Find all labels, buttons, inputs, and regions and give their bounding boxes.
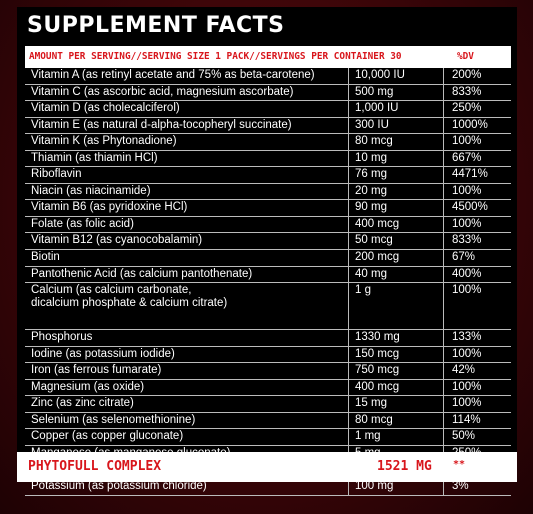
nutrient-dv: 100% — [452, 284, 482, 297]
nutrient-amount: 80 mcg — [349, 134, 444, 150]
nutrient-dv: 400% — [452, 267, 482, 280]
nutrient-name: Vitamin D (as cholecalciferol) — [25, 101, 349, 117]
nutrient-dv: 133% — [452, 331, 482, 344]
nutrient-row: Thiamin (as thiamin HCl) 10 mg 667% — [25, 150, 511, 168]
nutrient-row: Vitamin K (as Phytonadione) 80 mcg 100% — [25, 134, 511, 151]
serving-info: AMOUNT PER SERVING//SERVING SIZE 1 PACK/… — [29, 51, 402, 62]
nutrient-row: Copper (as copper gluconate) 1 mg 50% — [25, 429, 511, 446]
nutrient-amount: 10,000 IU — [349, 68, 444, 84]
nutrient-row: Vitamin B12 (as cyanocobalamin) 50 mcg 833… — [25, 233, 511, 251]
nutrient-name: Iron (as ferrous fumarate) — [25, 363, 349, 379]
blend-footnote-mark: ** — [453, 459, 466, 470]
nutrient-name: Riboflavin — [25, 167, 349, 183]
nutrient-dv: 67% — [452, 251, 476, 264]
nutrient-amount: 10 mg — [349, 150, 444, 167]
nutrient-row: Phosphorus 1330 mg 133% — [25, 330, 511, 347]
blend-amount: 1521 MG — [377, 459, 432, 474]
nutrient-amount: 15 mg — [349, 396, 444, 412]
nutrient-dv: 200% — [452, 69, 482, 81]
nutrient-amount: 150 mcg — [349, 346, 444, 363]
nutrient-dv: 50% — [452, 430, 476, 443]
nutrient-amount: 40 mg — [349, 266, 444, 283]
nutrient-amount: 20 mg — [349, 183, 444, 200]
nutrient-amount: 1,000 IU — [349, 101, 444, 117]
nutrient-name: Niacin (as niacinamide) — [25, 183, 349, 200]
nutrient-dv: 42% — [452, 364, 476, 377]
nutrient-table: Vitamin A (as retinyl acetate and 75% as… — [25, 68, 511, 496]
nutrient-dv: 100% — [452, 135, 482, 148]
nutrient-name: Vitamin B6 (as pyridoxine HCl) — [25, 200, 349, 216]
nutrient-row: Niacin (as niacinamide) 20 mg 100% — [25, 183, 511, 201]
nutrient-row: Iron (as ferrous fumarate) 750 mcg 42% — [25, 363, 511, 380]
nutrient-dv: 833% — [452, 85, 482, 98]
nutrient-row: Iodine (as potassium iodide) 150 mcg 100% — [25, 346, 511, 364]
nutrient-name: Phosphorus — [25, 330, 349, 346]
nutrient-amount: 1 mg — [349, 429, 444, 445]
nutrient-row: Selenium (as selenomethionine) 80 mcg 114% — [25, 412, 511, 430]
nutrient-amount: 400 mcg — [349, 379, 444, 396]
nutrient-amount: 100 mg — [349, 479, 444, 495]
nutrient-row: Potassium (as potassium chloride) 100 mg 3… — [25, 479, 511, 496]
nutrient-dv: 100% — [452, 380, 482, 393]
nutrient-dv: 100% — [452, 217, 482, 230]
nutrient-dv: 4471% — [452, 168, 488, 181]
nutrient-amount: 750 mcg — [349, 363, 444, 379]
nutrient-name: Iodine (as potassium iodide) — [25, 346, 349, 363]
nutrient-name: Vitamin E (as natural d-alpha-tocopheryl… — [25, 117, 349, 134]
nutrient-row: Pantothenic Acid (as calcium pantothenat… — [25, 266, 511, 284]
footer-bar: PHYTOFULL COMPLEX 1521 MG ** — [17, 452, 517, 482]
nutrient-name: Folate (as folic acid) — [25, 216, 349, 233]
nutrient-row: Vitamin A (as retinyl acetate and 75% as… — [25, 68, 511, 85]
nutrient-amount: 1 g — [349, 283, 444, 330]
nutrient-name: Pantothenic Acid (as calcium pantothenat… — [25, 266, 349, 283]
nutrient-dv: 3% — [452, 480, 469, 493]
nutrient-dv: 250% — [452, 102, 482, 115]
nutrient-name: Vitamin C (as ascorbic acid, magnesium a… — [25, 84, 349, 101]
nutrient-name: Biotin — [25, 250, 349, 266]
nutrient-name: Thiamin (as thiamin HCl) — [25, 150, 349, 167]
nutrient-row: Vitamin D (as cholecalciferol) 1,000 IU 25… — [25, 101, 511, 118]
nutrient-name: Vitamin A (as retinyl acetate and 75% as… — [25, 68, 349, 84]
nutrient-name: Vitamin B12 (as cyanocobalamin) — [25, 233, 349, 250]
nutrient-amount: 400 mcg — [349, 216, 444, 233]
nutrient-row: Vitamin C (as ascorbic acid, magnesium a… — [25, 84, 511, 102]
nutrient-row: Zinc (as zinc citrate) 15 mg 100% — [25, 396, 511, 413]
nutrient-name: Zinc (as zinc citrate) — [25, 396, 349, 412]
nutrient-name: Vitamin K (as Phytonadione) — [25, 134, 349, 150]
nutrient-row: Riboflavin 76 mg 4471% — [25, 167, 511, 184]
nutrient-name: Magnesium (as oxide) — [25, 379, 349, 396]
nutrient-name: Calcium (as calcium carbonate, dicalcium… — [25, 283, 349, 330]
nutrient-amount: 50 mcg — [349, 233, 444, 250]
nutrient-amount: 76 mg — [349, 167, 444, 183]
panel-title: SUPPLEMENT FACTS — [27, 13, 285, 38]
blend-name: PHYTOFULL COMPLEX — [28, 459, 162, 474]
nutrient-name: Copper (as copper gluconate) — [25, 429, 349, 445]
nutrient-dv: 833% — [452, 234, 482, 247]
nutrient-dv: 1000% — [452, 118, 488, 131]
nutrient-dv: 4500% — [452, 201, 488, 214]
nutrient-row: Magnesium (as oxide) 400 mcg 100% — [25, 379, 511, 397]
supplement-facts-panel: SUPPLEMENT FACTS AMOUNT PER SERVING//SER… — [17, 7, 517, 496]
nutrient-dv: 667% — [452, 151, 482, 164]
nutrient-row: Calcium (as calcium carbonate, dicalcium… — [25, 283, 511, 331]
nutrient-name: Potassium (as potassium chloride) — [25, 479, 349, 495]
nutrient-dv: 100% — [452, 184, 482, 197]
nutrient-amount: 1330 mg — [349, 330, 444, 346]
nutrient-amount: 80 mcg — [349, 412, 444, 429]
nutrient-amount: 500 mg — [349, 84, 444, 101]
nutrient-name: Selenium (as selenomethionine) — [25, 412, 349, 429]
nutrient-row: Folate (as folic acid) 400 mcg 100% — [25, 216, 511, 234]
nutrient-amount: 90 mg — [349, 200, 444, 216]
nutrient-row: Vitamin B6 (as pyridoxine HCl) 90 mg 4500% — [25, 200, 511, 217]
nutrient-amount: 200 mcg — [349, 250, 444, 266]
serving-header-bar: AMOUNT PER SERVING//SERVING SIZE 1 PACK/… — [25, 46, 511, 68]
nutrient-row: Biotin 200 mcg 67% — [25, 250, 511, 267]
nutrient-amount: 300 IU — [349, 117, 444, 134]
nutrient-dv: 100% — [452, 347, 482, 360]
nutrient-dv: 100% — [452, 397, 482, 410]
dv-column-header: %DV — [457, 51, 474, 62]
nutrient-row: Vitamin E (as natural d-alpha-tocopheryl… — [25, 117, 511, 135]
nutrient-dv: 114% — [452, 413, 481, 426]
